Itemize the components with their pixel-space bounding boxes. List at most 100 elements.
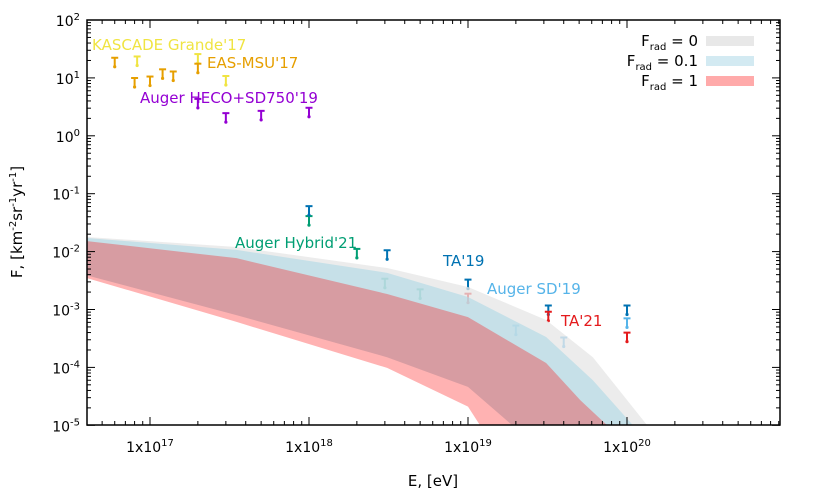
y-tick-label: 10-2: [52, 244, 80, 262]
upper-limit-marker: [159, 68, 167, 80]
legend-swatch: [706, 56, 754, 66]
upper-limit-marker: [169, 70, 177, 83]
tick-exp: 2: [74, 12, 80, 23]
upper-limit-marker: [194, 62, 202, 75]
upper-limit-marker: [623, 331, 631, 344]
legend-sub: rad: [650, 82, 667, 93]
upper-limit-marker: [194, 97, 202, 110]
series-label: KASCADE Grande'17: [92, 36, 246, 54]
tick-exp: 0: [74, 128, 80, 139]
tick-base: 1x10: [126, 440, 161, 456]
tick-exp: -1: [70, 186, 80, 197]
tick-base: 10: [52, 246, 70, 262]
legend-swatch: [706, 76, 754, 86]
marker-dot: [625, 325, 629, 329]
upper-limit-marker: [146, 75, 154, 88]
x-tick-labels: 1x1017 1x1018 1x1019 1x1020: [126, 438, 651, 456]
tick-base: 10: [52, 304, 70, 320]
x-tick-label: 1x1019: [444, 438, 492, 456]
marker-dot: [355, 256, 359, 260]
x-tick-label: 1x1017: [126, 438, 174, 456]
tick-exp: -2: [70, 244, 80, 255]
upper-limit-marker: [131, 76, 139, 89]
y-tick-label: 10-1: [52, 186, 80, 204]
legend-name: F: [627, 52, 636, 70]
band-frad-2: [87, 241, 607, 425]
y-tick-label: 10-3: [52, 302, 80, 320]
marker-dot: [307, 115, 311, 119]
y-tick-label: 10-4: [52, 359, 80, 377]
marker-dot: [148, 83, 152, 88]
marker-dot: [259, 118, 263, 122]
tick-base: 1x10: [285, 440, 320, 456]
marker-dot: [171, 78, 175, 83]
legend-name: F: [641, 72, 650, 90]
tick-exp: 1: [74, 70, 80, 81]
legend-label: Frad = 0: [641, 32, 698, 53]
upper-limit-marker: [305, 215, 313, 227]
marker-dot: [132, 85, 137, 89]
upper-limit-marker: [305, 106, 313, 119]
upper-limit-marker: [623, 304, 631, 317]
y-axis-title: F, [km-2sr-1yr-1]: [8, 166, 26, 278]
legend-sub: rad: [650, 42, 667, 53]
upper-limit-marker: [257, 109, 265, 122]
tick-base: 10: [56, 72, 74, 88]
x-tick-label: 1x1018: [285, 438, 333, 456]
x-axis-title: E, [eV]: [408, 472, 458, 490]
marker-dot: [224, 120, 228, 124]
tick-base: 10: [52, 419, 70, 435]
tick-exp: 20: [638, 438, 651, 449]
legend-name: F: [641, 32, 650, 50]
marker-dot: [625, 312, 629, 317]
tick-exp: 18: [320, 438, 333, 449]
upper-limit-marker: [222, 112, 230, 124]
y-tick-label: 102: [56, 12, 80, 30]
plot-frame: [86, 19, 781, 426]
marker-dot: [196, 71, 200, 75]
legend-swatch: [706, 36, 754, 46]
legend-label: Frad = 1: [641, 72, 698, 93]
tick-base: 10: [52, 361, 70, 377]
upper-limit-marker: [111, 56, 119, 69]
tick-exp: -4: [70, 359, 80, 370]
tick-base: 10: [56, 14, 74, 30]
series-label: Auger Hybrid'21: [235, 234, 357, 252]
series-label: Auger SD'19: [487, 280, 581, 298]
upper-limit-marker: [623, 317, 631, 329]
marker-dot: [113, 65, 117, 69]
marker-dot: [307, 223, 311, 227]
upper-limit-marker: [133, 55, 141, 68]
upper-limit-marker: [353, 247, 361, 260]
tick-exp: 17: [161, 438, 174, 449]
marker-dot: [224, 83, 228, 87]
upper-limit-marker: [544, 310, 552, 323]
tick-base: 1x10: [603, 440, 638, 456]
marker-dot: [625, 340, 629, 344]
tick-exp: -5: [70, 417, 80, 428]
series-label: Auger HECO+SD750'19: [140, 89, 318, 107]
y-tick-label: 10-5: [52, 417, 80, 435]
series-label: TA'19: [442, 252, 484, 270]
tick-base: 1x10: [444, 440, 479, 456]
legend-suffix: = 0: [666, 32, 698, 50]
legend-sub: rad: [635, 62, 652, 73]
model-bands: [87, 236, 647, 425]
tick-base: 10: [56, 130, 74, 146]
marker-dot: [307, 213, 311, 217]
band-frad-1: [87, 237, 633, 425]
y-tick-label: 101: [56, 70, 80, 88]
marker-dot: [135, 63, 139, 68]
tick-exp: 19: [479, 438, 492, 449]
marker-dot: [160, 76, 165, 80]
tick-base: 10: [52, 188, 70, 204]
legend-label: Frad = 0.1: [627, 52, 698, 73]
x-tick-label: 1x1020: [603, 438, 651, 456]
series-label: EAS-MSU'17: [207, 54, 298, 72]
legend-suffix: = 1: [666, 72, 698, 90]
marker-dot: [385, 257, 389, 261]
